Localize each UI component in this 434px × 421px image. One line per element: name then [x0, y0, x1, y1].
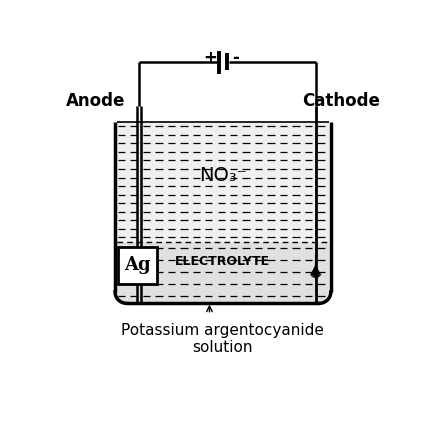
Text: Anode: Anode	[66, 92, 125, 110]
Text: ELECTROLYTE: ELECTROLYTE	[175, 255, 270, 268]
Text: -: -	[232, 49, 239, 67]
Bar	[118, 247, 156, 284]
Text: Ag: Ag	[124, 256, 150, 274]
Text: solution: solution	[192, 340, 253, 354]
Bar	[116, 242, 329, 302]
Text: Cathode: Cathode	[301, 92, 379, 110]
Text: NO₃⁻: NO₃⁻	[198, 166, 247, 185]
Text: +: +	[203, 49, 217, 67]
Bar	[116, 122, 329, 242]
Text: Potassium argentocyanide: Potassium argentocyanide	[121, 323, 324, 338]
